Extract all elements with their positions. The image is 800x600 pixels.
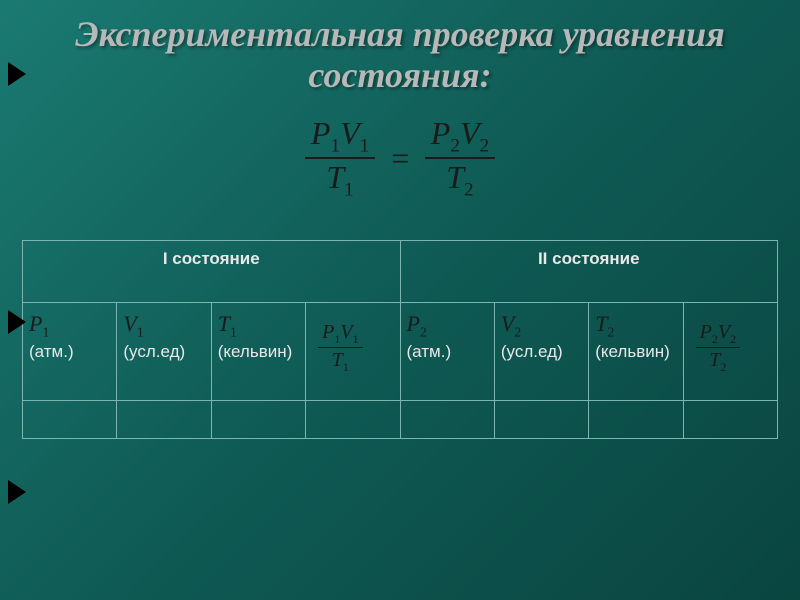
state-equation: P1V1 T1 = P2V2 T2 <box>0 115 800 200</box>
column-unit: (атм.) <box>407 342 452 361</box>
table-data-row <box>23 400 778 438</box>
column-unit: (кельвин) <box>595 342 670 361</box>
column-header-1: V1 (усл.ед) <box>117 302 211 400</box>
column-header-6: T2 (кельвин) <box>589 302 683 400</box>
list-bullet-icon <box>8 310 26 334</box>
column-header-0: P1 (атм.) <box>23 302 117 400</box>
column-symbol: V1 <box>123 311 204 340</box>
group-header-1: I состояние <box>23 240 401 302</box>
column-fraction: P1V1T1 <box>318 321 362 374</box>
column-header-7: P2V2T2 <box>683 302 777 400</box>
table-cell-empty <box>306 400 400 438</box>
column-symbol: P1 <box>29 311 110 340</box>
column-header-4: P2 (атм.) <box>400 302 494 400</box>
data-table-container: I состояние II состояние P1 (атм.) V1 (усл.… <box>22 240 778 439</box>
table-cell-empty <box>211 400 305 438</box>
table-cell-empty <box>23 400 117 438</box>
column-unit: (усл.ед) <box>123 342 185 361</box>
list-bullet-icon <box>8 62 26 86</box>
column-header-2: T1 (кельвин) <box>211 302 305 400</box>
equals-sign: = <box>389 140 411 177</box>
equation-left-fraction: P1V1 T1 <box>305 117 375 200</box>
column-symbol: P2 <box>407 311 488 340</box>
table-cell-empty <box>683 400 777 438</box>
column-fraction: P2V2T2 <box>696 321 740 374</box>
column-symbol: T1 <box>218 311 299 340</box>
column-symbol: V2 <box>501 311 582 340</box>
table-cell-empty <box>494 400 588 438</box>
table-cell-empty <box>589 400 683 438</box>
column-unit: (атм.) <box>29 342 74 361</box>
column-unit: (кельвин) <box>218 342 293 361</box>
column-symbol: T2 <box>595 311 676 340</box>
column-header-3: P1V1T1 <box>306 302 400 400</box>
equation-right-fraction: P2V2 T2 <box>425 117 495 200</box>
table-column-row: P1 (атм.) V1 (усл.ед) T1 (кельвин) P1V1T1 P2 (ат… <box>23 302 778 400</box>
column-unit: (усл.ед) <box>501 342 563 361</box>
table-cell-empty <box>400 400 494 438</box>
column-header-5: V2 (усл.ед) <box>494 302 588 400</box>
group-header-2: II состояние <box>400 240 778 302</box>
list-bullet-icon <box>8 480 26 504</box>
slide-title: Экспериментальная проверка уравнения сос… <box>0 0 800 97</box>
table-cell-empty <box>117 400 211 438</box>
table-group-row: I состояние II состояние <box>23 240 778 302</box>
state-table: I состояние II состояние P1 (атм.) V1 (усл.… <box>22 240 778 439</box>
